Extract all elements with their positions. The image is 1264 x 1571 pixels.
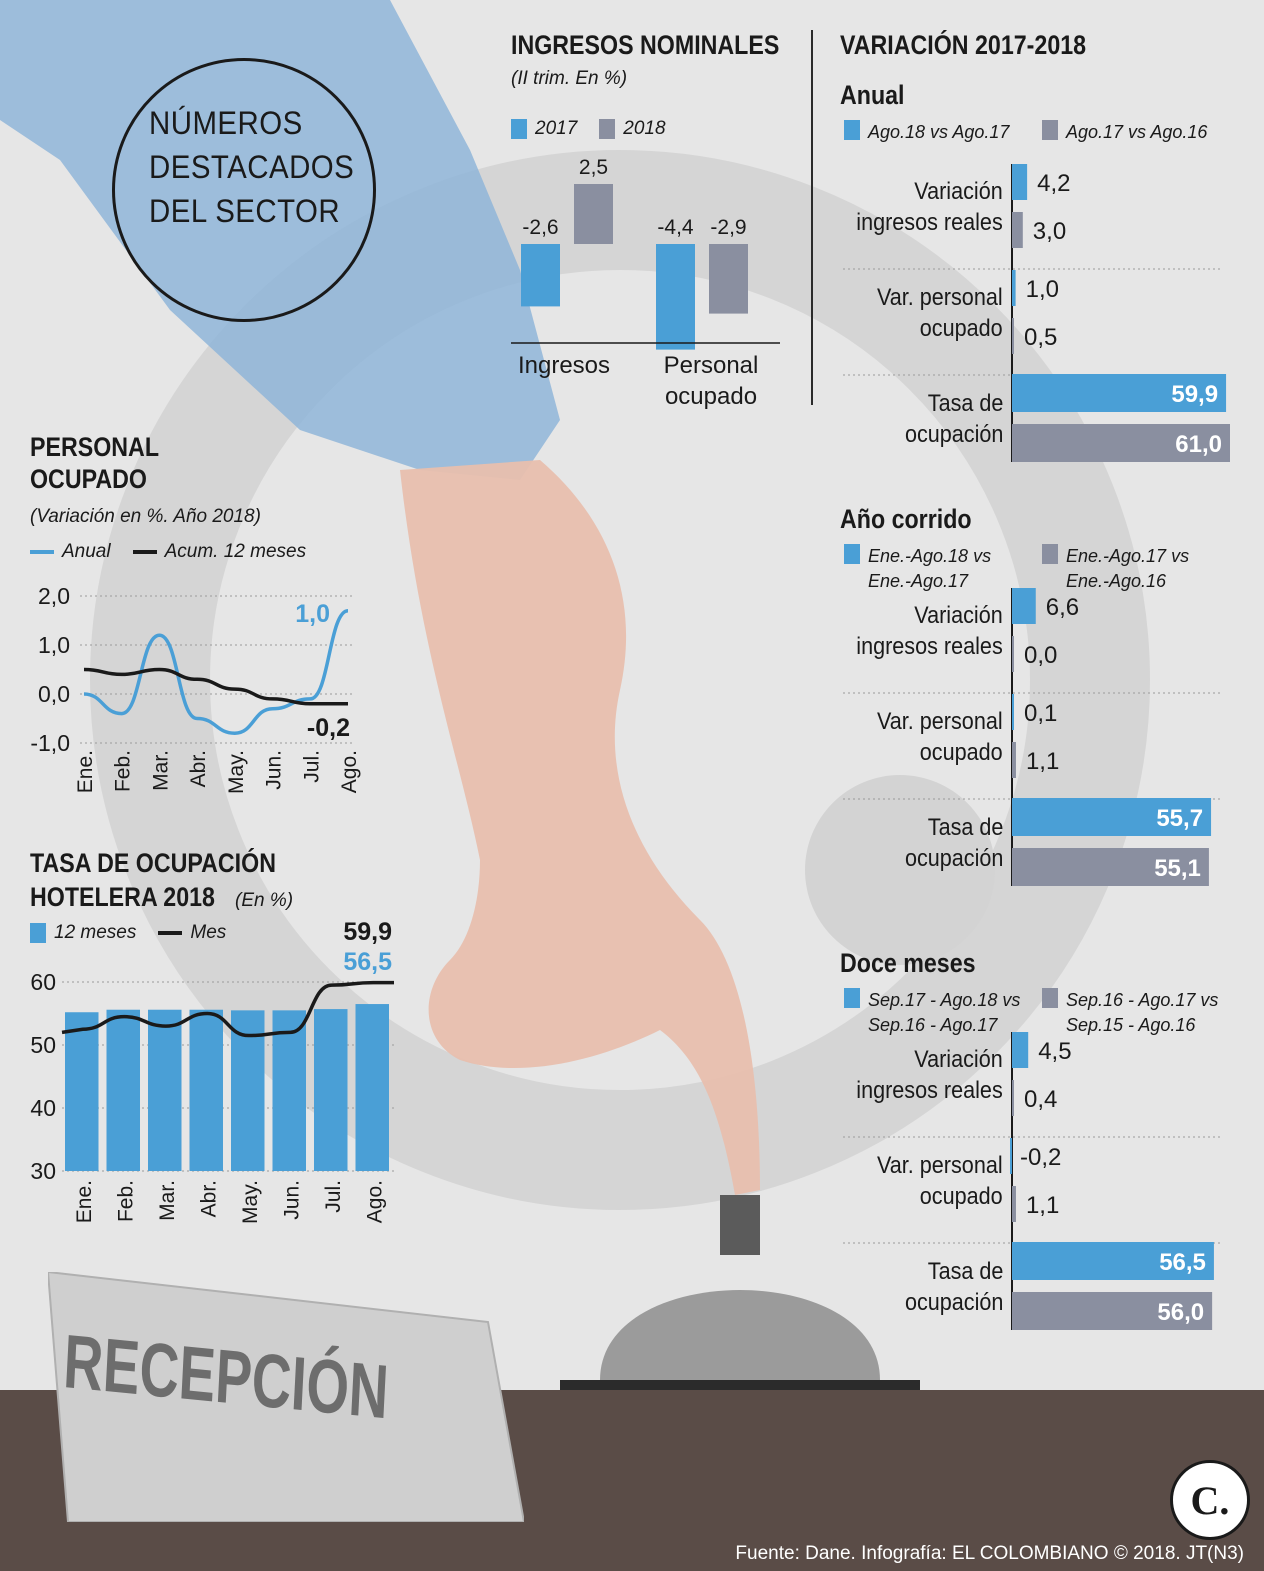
legend-label-12meses: 12 meses: [54, 922, 137, 943]
personal-subtitle: (Variación en %. Año 2018): [30, 506, 261, 527]
watermark-logo-dot: [805, 775, 995, 965]
variacion-section-heading: Anual: [840, 80, 905, 110]
variacion-row-label: Variación ingresos reales: [856, 1046, 1003, 1104]
legend-line-acum: [132, 550, 157, 554]
legend-label-2017: 2017: [535, 118, 578, 139]
main-title-line1: NÚMEROS: [149, 105, 303, 141]
legend-swatch-12meses: [30, 923, 46, 943]
ingresos-legend: 2017 2018: [511, 118, 666, 140]
personal-title-line2: OCUPADO: [30, 464, 147, 494]
variacion-row-label: Variación ingresos reales: [856, 178, 1003, 236]
ingresos-title: INGRESOS NOMINALES: [511, 30, 780, 60]
variacion-legend-item: Ene.-Ago.18 vs Ene.-Ago.17: [844, 544, 991, 594]
personal-legend: Anual Acum. 12 meses: [30, 541, 306, 563]
ingresos-subtitle: (II trim. En %): [511, 68, 628, 89]
el-colombiano-logo: C.: [1170, 1460, 1250, 1540]
tasa-unit: (En %): [235, 890, 294, 911]
main-title-line3: DEL SECTOR: [149, 193, 341, 229]
legend-swatch-2017: [511, 119, 527, 139]
variacion-row-label: Tasa de ocupación: [904, 1258, 1003, 1316]
variacion-legend-item: Ago.17 vs Ago.16: [1042, 120, 1207, 145]
column-divider: [811, 30, 813, 405]
variacion-legend-item: Sep.16 - Ago.17 vs Sep.15 - Ago.16: [1042, 988, 1218, 1038]
variacion-section-heading: Año corrido: [840, 504, 972, 534]
variacion-row-label: Tasa de ocupación: [904, 814, 1003, 872]
legend-line-mes: [158, 931, 183, 935]
main-title-circle: NÚMEROS DESTACADOS DEL SECTOR: [112, 58, 376, 322]
variacion-legend-swatch: [1042, 120, 1058, 140]
variacion-row-label: Var. personal ocupado: [877, 708, 1003, 766]
source-credit: Fuente: Dane. Infografía: EL COLOMBIANO …: [735, 1543, 1244, 1564]
variacion-section-heading: Doce meses: [840, 948, 976, 978]
variacion-legend-label: Ene.-Ago.18 vs Ene.-Ago.17: [868, 546, 992, 591]
variacion-legend-label: Sep.17 - Ago.18 vs Sep.16 - Ago.17: [868, 990, 1021, 1035]
legend-label-acum: Acum. 12 meses: [164, 541, 307, 562]
tasa-title-line1: TASA DE OCUPACIÓN: [30, 848, 276, 878]
variacion-legend-swatch: [1042, 544, 1058, 564]
variacion-legend-label: Ago.18 vs Ago.17: [868, 122, 1010, 142]
variacion-row-label: Var. personal ocupado: [877, 1152, 1003, 1210]
tasa-legend: 12 meses Mes: [30, 922, 226, 944]
reception-sign: [48, 1272, 524, 1522]
legend-label-2018: 2018: [623, 118, 666, 139]
personal-title-line1: PERSONAL: [30, 432, 160, 462]
variacion-row-label: Tasa de ocupación: [904, 390, 1003, 448]
variacion-legend-item: Ene.-Ago.17 vs Ene.-Ago.16: [1042, 544, 1189, 594]
variacion-row-label: Variación ingresos reales: [856, 602, 1003, 660]
variacion-legend-swatch: [844, 988, 860, 1008]
variacion-legend-item: Ago.18 vs Ago.17: [844, 120, 1009, 145]
tasa-title-line2: HOTELERA 2018: [30, 882, 215, 912]
legend-label-anual: Anual: [62, 541, 111, 562]
main-title-line2: DESTACADOS: [149, 149, 355, 185]
variacion-legend-label: Ago.17 vs Ago.16: [1066, 122, 1208, 142]
variacion-title: VARIACIÓN 2017-2018: [840, 30, 1087, 60]
variacion-legend-label: Ene.-Ago.17 vs Ene.-Ago.16: [1066, 546, 1190, 591]
variacion-legend-swatch: [1042, 988, 1058, 1008]
legend-swatch-2018: [599, 119, 616, 139]
legend-line-anual: [30, 550, 54, 554]
variacion-legend-swatch: [844, 544, 860, 564]
logo-text: C.: [1190, 1477, 1230, 1523]
variacion-legend-label: Sep.16 - Ago.17 vs Sep.15 - Ago.16: [1066, 990, 1219, 1035]
legend-label-mes: Mes: [190, 922, 227, 943]
variacion-row-label: Var. personal ocupado: [877, 284, 1003, 342]
variacion-legend-item: Sep.17 - Ago.18 vs Sep.16 - Ago.17: [844, 988, 1020, 1038]
hand-illustration: [400, 460, 760, 1195]
variacion-legend-swatch: [844, 120, 860, 140]
